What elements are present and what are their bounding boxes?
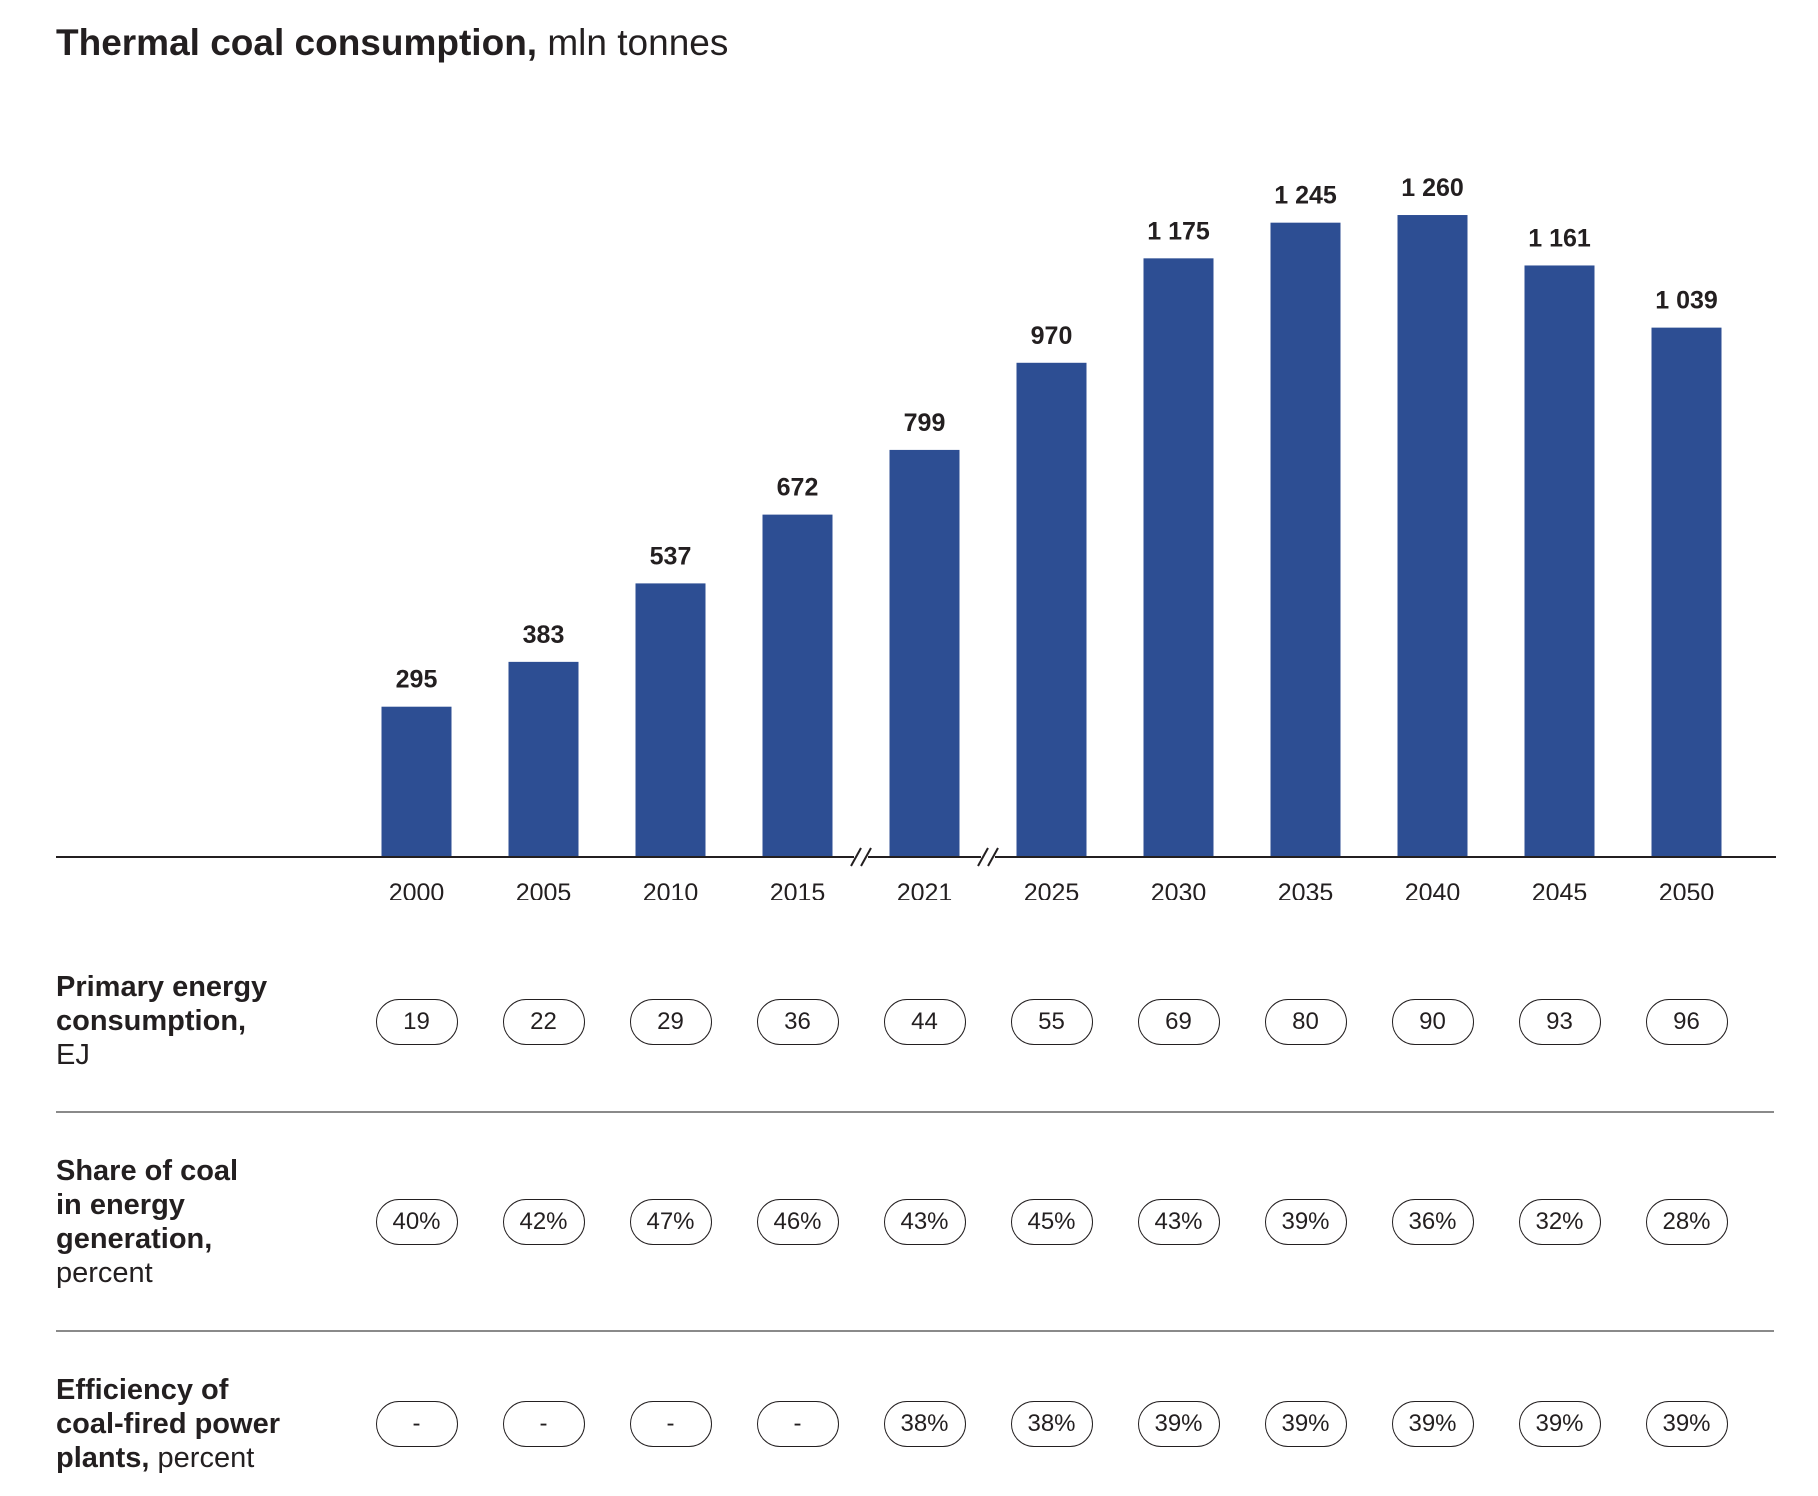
bar-value-label: 1 175 — [1147, 217, 1210, 245]
x-tick-label: 2010 — [643, 879, 699, 900]
row-label-bold: generation, — [56, 1223, 213, 1255]
chart-title-unit: mln tonnes — [537, 22, 729, 63]
value-pill: - — [756, 1401, 839, 1447]
bar-2021 — [889, 449, 960, 857]
bar-2005 — [508, 661, 579, 857]
value-pill: 28% — [1645, 1199, 1728, 1245]
value-pill: 22 — [502, 999, 585, 1045]
value-pill: 19 — [375, 999, 458, 1045]
bar-value-label: 1 260 — [1401, 174, 1464, 202]
axis-break-marker — [850, 847, 872, 867]
value-pill: - — [502, 1401, 585, 1447]
x-tick-label: 2015 — [770, 879, 826, 900]
divider — [56, 1111, 1774, 1113]
x-tick-label: 2040 — [1405, 879, 1461, 900]
bar-value-label: 970 — [1031, 322, 1073, 350]
bar-2050 — [1651, 327, 1722, 857]
x-tick-label: 2025 — [1024, 879, 1080, 900]
x-tick-label: 2021 — [897, 879, 953, 900]
value-pill: 80 — [1264, 999, 1347, 1045]
row-label-coal-share: Share of coal in energy generation, perc… — [56, 1154, 376, 1290]
value-pill: 39% — [1264, 1401, 1347, 1447]
value-pill: 39% — [1645, 1401, 1728, 1447]
bar-2030 — [1143, 258, 1214, 857]
axis-break-slash — [850, 847, 862, 867]
axis-break-slash — [977, 847, 989, 867]
value-pill: 90 — [1391, 999, 1474, 1045]
x-tick-label: 2005 — [516, 879, 572, 900]
x-tick-label: 2030 — [1151, 879, 1207, 900]
value-pill: 44 — [883, 999, 966, 1045]
bar-2035 — [1270, 222, 1341, 858]
x-tick-label: 2050 — [1659, 879, 1715, 900]
value-pill: 32% — [1518, 1199, 1601, 1245]
value-pill: 36 — [756, 999, 839, 1045]
value-pill: 96 — [1645, 999, 1728, 1045]
axis-break-gap — [854, 853, 868, 861]
bar-2000 — [381, 706, 452, 857]
row-label-primary-energy: Primary energy consumption, EJ — [56, 970, 376, 1072]
value-pill: 39% — [1518, 1401, 1601, 1447]
bar-value-label: 537 — [650, 542, 692, 570]
value-pill: 93 — [1518, 999, 1601, 1045]
axis-break-gap — [981, 853, 995, 861]
x-tick-label: 2045 — [1532, 879, 1588, 900]
bar-2010 — [635, 583, 706, 857]
value-pill: 39% — [1137, 1401, 1220, 1447]
value-pill: 29 — [629, 999, 712, 1045]
bar-2040 — [1397, 215, 1468, 857]
row-label-bold: Efficiency of — [56, 1374, 229, 1406]
divider — [56, 1330, 1774, 1332]
row-label-bold: coal-fired power — [56, 1408, 280, 1440]
bar-value-label: 1 161 — [1528, 224, 1591, 252]
x-tick-label: 2035 — [1278, 879, 1334, 900]
row-label-unit: percent — [56, 1257, 153, 1289]
row-label-bold: plants, — [56, 1442, 150, 1474]
value-pill: 69 — [1137, 999, 1220, 1045]
value-pill: 47% — [629, 1199, 712, 1245]
row-label-bold: in energy — [56, 1189, 185, 1221]
axis-break-slash — [987, 847, 999, 867]
value-pill: 40% — [375, 1199, 458, 1245]
bar-2045 — [1524, 265, 1595, 858]
value-pill: 43% — [1137, 1199, 1220, 1245]
value-pill: 45% — [1010, 1199, 1093, 1245]
value-pill: 38% — [883, 1401, 966, 1447]
bar-value-label: 799 — [904, 409, 946, 437]
bar-value-label: 1 039 — [1655, 287, 1718, 315]
bar-value-label: 672 — [777, 474, 819, 502]
value-pill: 39% — [1264, 1199, 1347, 1245]
axis-break-marker — [977, 847, 999, 867]
bar-value-label: 383 — [523, 621, 565, 649]
value-pill: 55 — [1010, 999, 1093, 1045]
value-pill: - — [375, 1401, 458, 1447]
bar-2025 — [1016, 362, 1087, 857]
value-pill: - — [629, 1401, 712, 1447]
row-label-bold: Primary energy — [56, 971, 268, 1003]
value-pill: 43% — [883, 1199, 966, 1245]
value-pill: 36% — [1391, 1199, 1474, 1245]
axis-break-slash — [860, 847, 872, 867]
chart-title: Thermal coal consumption, mln tonnes — [56, 22, 728, 64]
value-pill: 46% — [756, 1199, 839, 1245]
value-pill: 42% — [502, 1199, 585, 1245]
bar-2015 — [762, 514, 833, 857]
value-pill: 39% — [1391, 1401, 1474, 1447]
row-label-plant-efficiency: Efficiency of coal-fired power plants, p… — [56, 1373, 376, 1475]
bar-value-label: 1 245 — [1274, 182, 1337, 210]
row-label-unit: percent — [149, 1442, 255, 1474]
chart-title-bold: Thermal coal consumption, — [56, 22, 538, 63]
x-tick-label: 2000 — [389, 879, 445, 900]
row-label-unit: EJ — [56, 1039, 90, 1071]
row-label-bold: consumption, — [56, 1005, 247, 1037]
value-pill: 38% — [1010, 1401, 1093, 1447]
row-label-bold: Share of coal — [56, 1155, 239, 1187]
bar-value-label: 295 — [396, 666, 438, 694]
bar-chart: 295 2000 383 2005 537 2010 672 2015 799 2021 970 20… — [56, 174, 1776, 900]
